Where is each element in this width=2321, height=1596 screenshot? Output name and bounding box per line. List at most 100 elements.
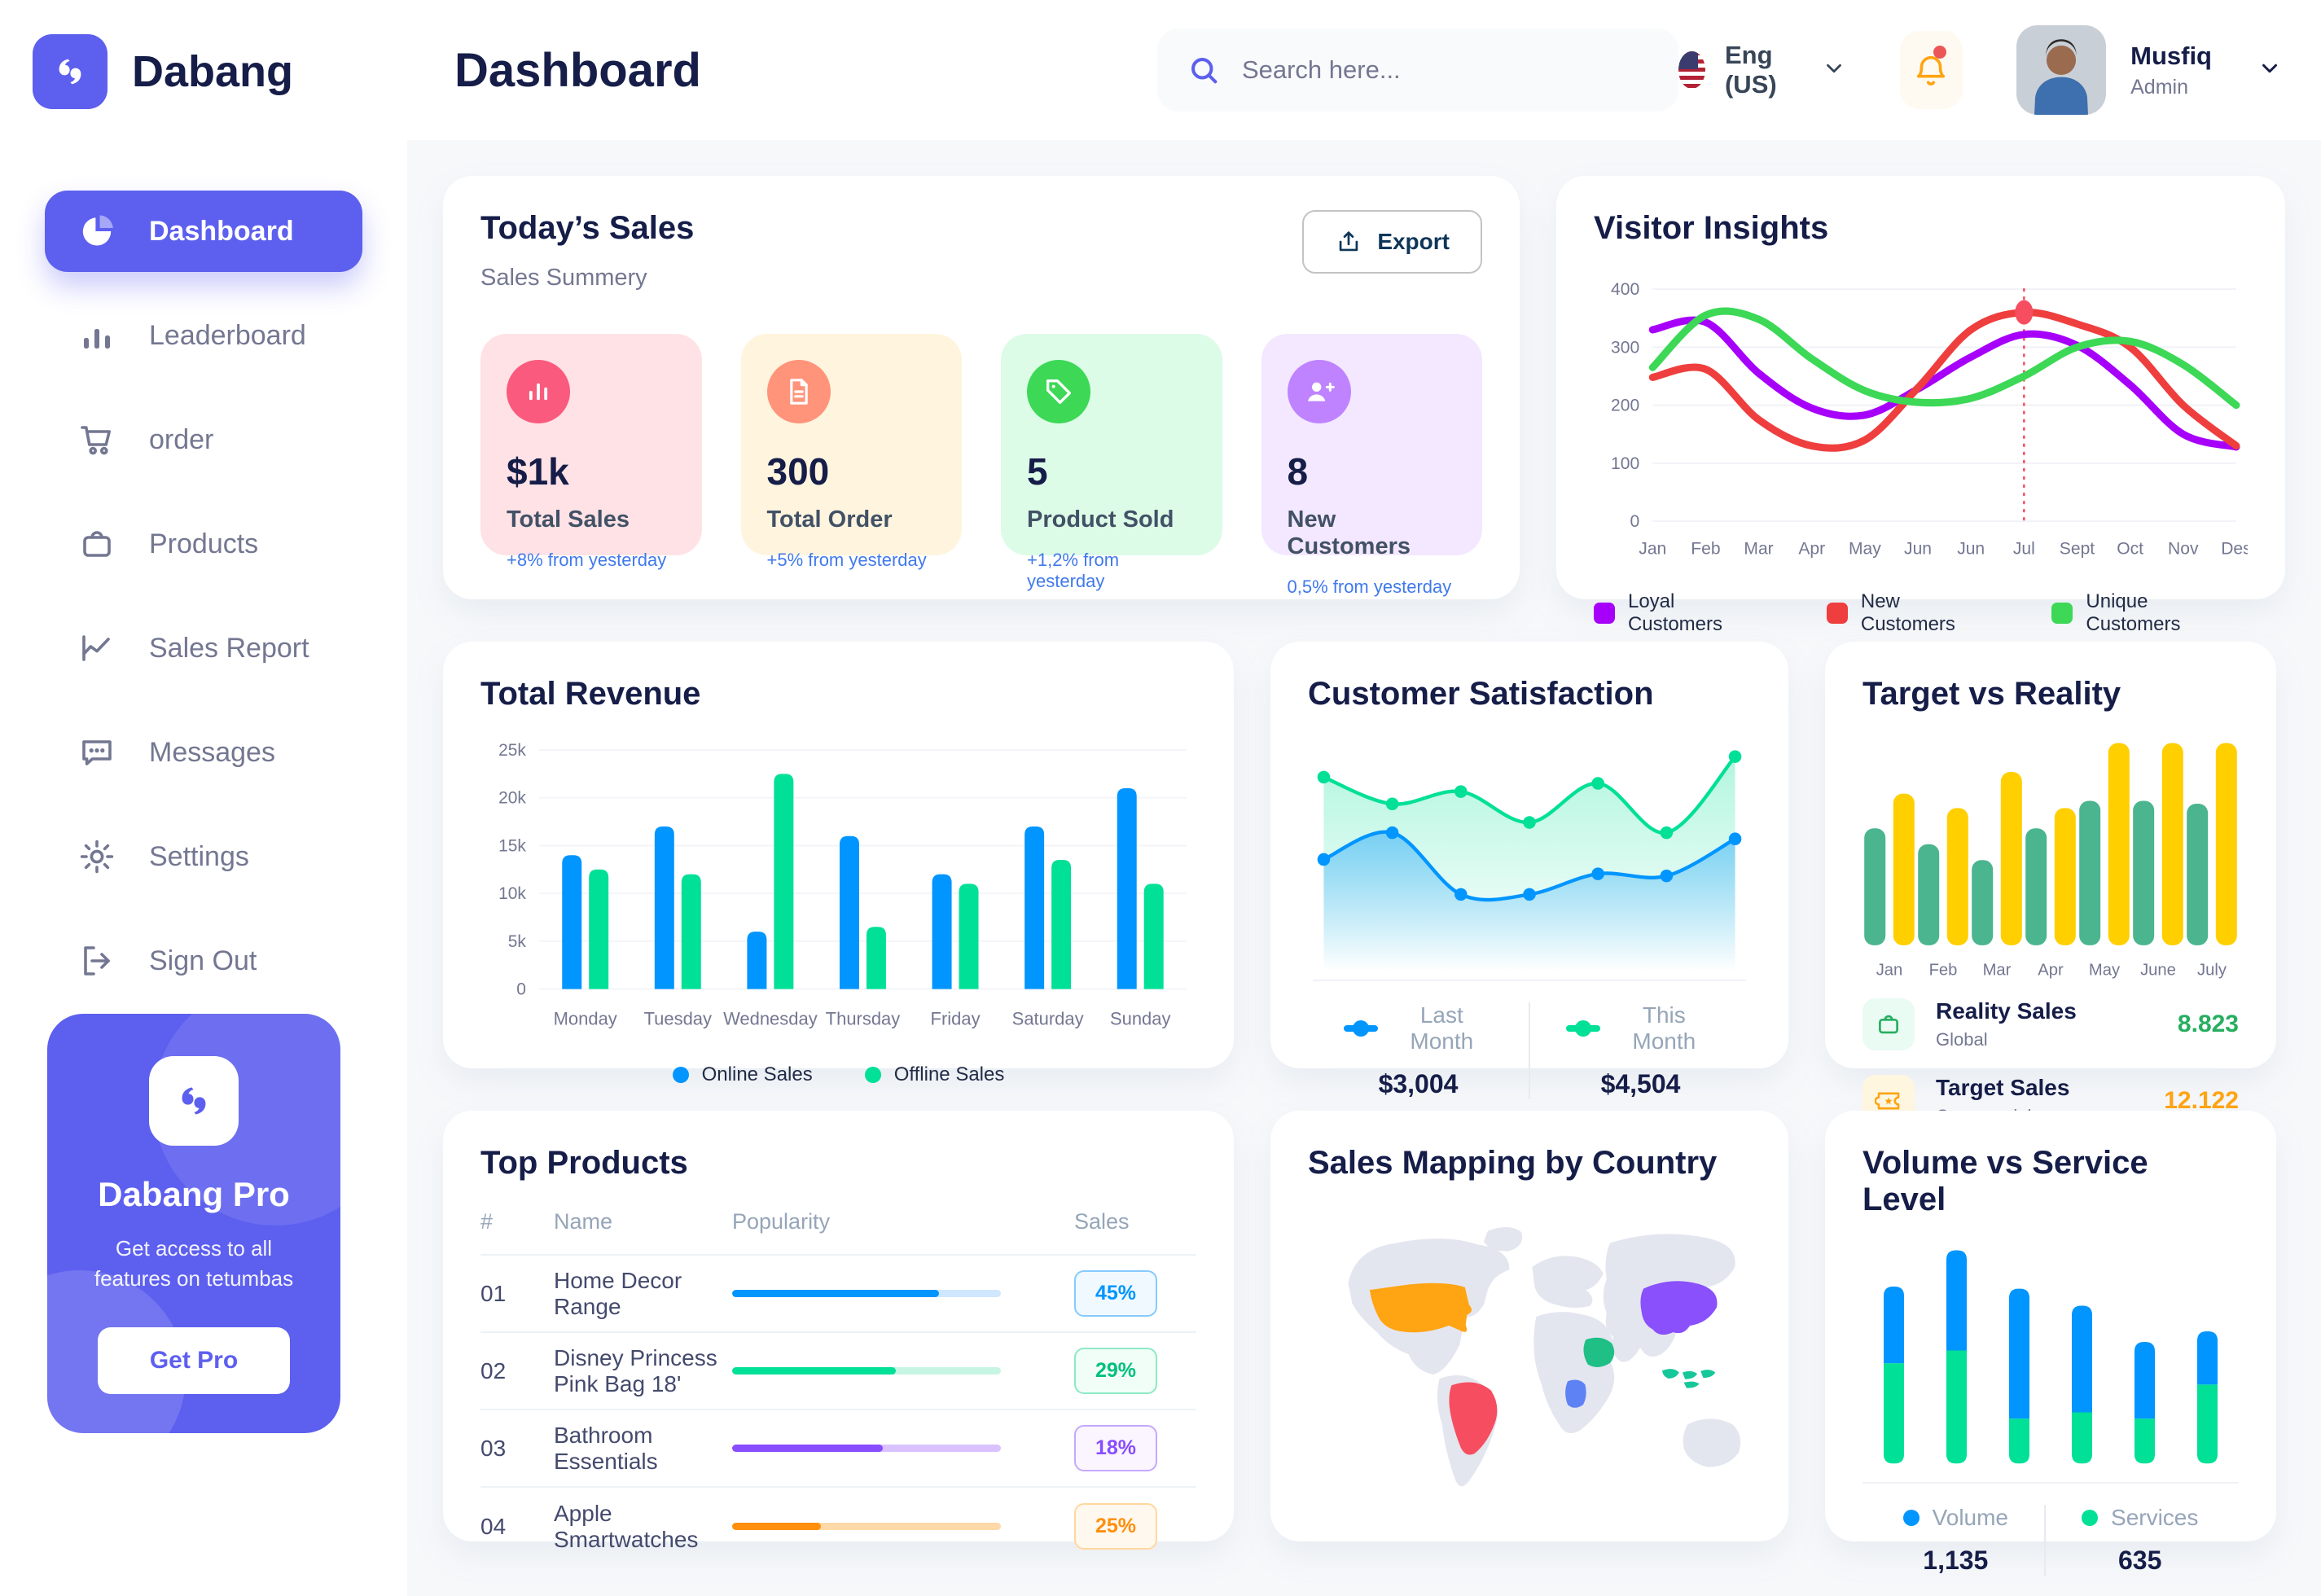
export-label: Export (1377, 229, 1450, 254)
language-label: Eng (US) (1724, 41, 1777, 99)
svg-text:Saturday: Saturday (1012, 1009, 1084, 1029)
tag-icon (1027, 360, 1090, 423)
sidebar-item-products[interactable]: Products (45, 503, 362, 585)
sidebar-item-leaderboard[interactable]: Leaderboard (45, 295, 362, 376)
profile-menu[interactable]: Musfiq Admin (2016, 25, 2282, 115)
sidebar-item-label: Dashboard (149, 215, 294, 247)
stat-delta: +5% from yesterday (766, 550, 927, 570)
svg-text:Wednesday: Wednesday (723, 1009, 818, 1029)
sales-badge: 45% (1074, 1270, 1158, 1317)
country-saudi-arabia (1583, 1337, 1615, 1367)
sales-mapping-card: Sales Mapping by Country (1270, 1111, 1788, 1541)
sales-stat-card: 300 Total Order +5% from yesterday (740, 334, 962, 570)
svg-text:0: 0 (1630, 512, 1639, 531)
target-vs-reality-card: Target vs Reality Jan Feb Mar Apr May June Jul… (1825, 642, 2276, 1127)
product-name: Bathroom Essentials (554, 1422, 658, 1474)
svg-text:Apr: Apr (1798, 539, 1825, 558)
sales-badge: 29% (1074, 1348, 1158, 1394)
sidebar-item-label: Products (149, 528, 259, 559)
legend-swatch (1902, 1509, 1920, 1526)
bar-stats-icon (507, 360, 570, 423)
product-name: Home Decor Range (554, 1267, 682, 1319)
country-china (1640, 1281, 1718, 1335)
search-bar[interactable] (1156, 28, 1678, 112)
country-indonesia (1662, 1369, 1716, 1388)
sidebar-item-settings[interactable]: Settings (45, 816, 362, 897)
todays-sales-title: Today’s Sales (480, 210, 695, 246)
svg-text:May: May (1849, 539, 1881, 558)
sidebar-item-sales-report[interactable]: Sales Report (45, 607, 362, 689)
legend-label: Volume (1902, 1505, 2008, 1531)
table-row: 03 Bathroom Essentials 18% (480, 1410, 1196, 1488)
sidebar-item-sign-out[interactable]: Sign Out (45, 920, 362, 1002)
export-button[interactable]: Export (1302, 210, 1482, 274)
bell-icon (1917, 55, 1946, 86)
svg-text:Thursday: Thursday (826, 1009, 901, 1029)
pro-description: Get access to all features on tetumbas (94, 1235, 294, 1291)
legend-swatch (672, 1066, 689, 1083)
legend-swatch (2051, 603, 2073, 625)
stat-value: 300 (766, 450, 830, 493)
sidebar-item-label: Settings (149, 840, 249, 872)
popularity-bar (732, 1290, 1001, 1297)
legend-item-services: Services 635 (2044, 1504, 2234, 1576)
svg-text:Tuesday: Tuesday (644, 1009, 712, 1029)
svg-text:Jul: Jul (2013, 539, 2035, 558)
stat-label: Product Sold (1027, 506, 1174, 533)
dashboard-icon (77, 212, 116, 251)
popularity-bar-fill (732, 1523, 821, 1530)
svg-text:July: July (2197, 961, 2227, 979)
top-products-header: # Name Popularity Sales (480, 1209, 1196, 1256)
column-header: # (480, 1209, 494, 1234)
column-header: Popularity (732, 1209, 831, 1234)
search-input[interactable] (1241, 55, 1649, 85)
target-vs-reality-svg: Jan Feb Mar Apr May June July (1864, 743, 2237, 979)
total-revenue-legend: Online Sales Offline Sales (480, 1063, 1196, 1086)
svg-text:Sept: Sept (2060, 539, 2095, 558)
svg-text:May: May (2089, 961, 2121, 979)
sales-stat-card: 8 New Customers 0,5% from yesterday (1261, 334, 1482, 597)
cart-icon (77, 420, 116, 459)
user-plus-icon (1287, 360, 1351, 423)
svg-text:Feb: Feb (1929, 961, 1958, 979)
country-usa (1369, 1282, 1472, 1333)
sales-badge: 25% (1074, 1503, 1158, 1550)
sidebar-item-messages[interactable]: Messages (45, 712, 362, 793)
product-number: 02 (480, 1357, 507, 1383)
get-pro-button[interactable]: Get Pro (97, 1327, 291, 1394)
product-number: 01 (480, 1280, 507, 1306)
pro-title: Dabang Pro (98, 1174, 290, 1213)
svg-text:100: 100 (1611, 454, 1639, 473)
notification-dot (1933, 46, 1947, 59)
stat-value: 5 (1027, 450, 1048, 493)
svg-text:Mar: Mar (1983, 961, 2012, 979)
search-icon (1191, 58, 1218, 84)
notifications-button[interactable] (1899, 31, 1963, 109)
sidebar-item-dashboard[interactable]: Dashboard (45, 191, 362, 272)
sidebar-item-order[interactable]: order (45, 399, 362, 480)
table-row: 02 Disney Princess Pink Bag 18' 29% (480, 1333, 1196, 1410)
svg-text:Sunday: Sunday (1110, 1009, 1171, 1029)
todays-sales-card: Today’s Sales Sales Summery Export $1k To… (443, 176, 1520, 599)
legend-value: 12.122 (2164, 1086, 2239, 1114)
us-flag-icon (1678, 51, 1705, 89)
svg-text:Friday: Friday (931, 1009, 981, 1029)
legend-item-loyal-customers: Loyal Customers (1594, 590, 1775, 636)
avatar (2016, 25, 2107, 115)
user-name: Musfiq (2130, 41, 2212, 70)
svg-text:Nov: Nov (2168, 539, 2199, 558)
sales-badge: 18% (1074, 1425, 1158, 1471)
sidebar-item-label: order (149, 423, 214, 455)
divider (1313, 980, 1746, 982)
total-revenue-title: Total Revenue (480, 676, 701, 712)
svg-text:15k: 15k (498, 836, 526, 855)
popularity-bar-fill (732, 1290, 940, 1297)
sidebar-item-label: Messages (149, 736, 275, 768)
language-selector[interactable]: Eng (US) (1678, 41, 1846, 99)
svg-text:5k: 5k (508, 932, 527, 951)
table-row: 04 Apple Smartwatches 25% (480, 1488, 1196, 1565)
column-header: Name (554, 1209, 613, 1234)
visitor-insights-legend: Loyal Customers New Customers Unique Custo… (1594, 590, 2248, 636)
stat-value: $1k (507, 450, 569, 493)
